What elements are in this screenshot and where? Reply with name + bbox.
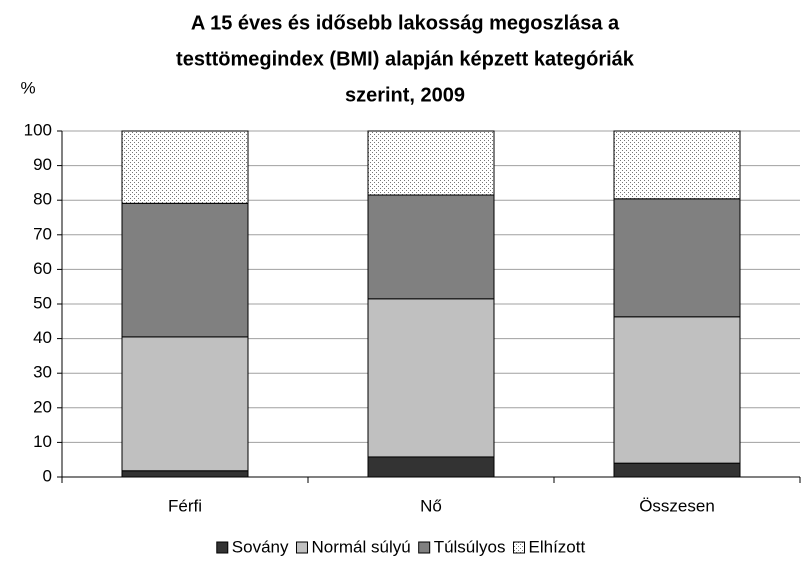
- x-tick-label: Férfi: [168, 496, 202, 515]
- y-axis-label: %: [20, 78, 35, 97]
- y-tick-label: 60: [33, 259, 52, 278]
- y-tick-label: 90: [33, 155, 52, 174]
- y-tick-label: 20: [33, 397, 52, 416]
- legend-swatch: [513, 541, 526, 554]
- bar-segment: [613, 130, 741, 200]
- legend-swatch: [216, 541, 229, 554]
- bar-segment: [121, 470, 249, 478]
- legend-swatch: [418, 541, 431, 554]
- y-tick-label: 30: [33, 363, 52, 382]
- legend-label: Sovány: [232, 537, 289, 556]
- legend-label: Elhízott: [529, 537, 586, 556]
- y-tick-label: 10: [33, 432, 52, 451]
- bar-segment: [121, 130, 249, 204]
- chart-title: szerint, 2009: [345, 84, 465, 106]
- bar-segment: [367, 298, 495, 458]
- chart-title: testtömegindex (BMI) alapján képzett kat…: [176, 48, 635, 70]
- chart-title: A 15 éves és idősebb lakosság megoszlása…: [191, 12, 620, 34]
- y-tick-label: 80: [33, 190, 52, 209]
- bar-segment: [367, 130, 495, 196]
- x-tick-label: Összesen: [639, 496, 715, 515]
- y-tick-label: 0: [43, 466, 52, 485]
- legend-label: Túlsúlyos: [434, 537, 506, 556]
- x-tick-label: Nő: [420, 496, 442, 515]
- y-tick-label: 50: [33, 293, 52, 312]
- legend-label: Normál súlyú: [311, 537, 410, 556]
- bar-segment: [613, 316, 741, 464]
- bar-segment: [121, 336, 249, 472]
- bar-segment: [613, 198, 741, 318]
- y-tick-label: 70: [33, 224, 52, 243]
- bar-segment: [367, 194, 495, 300]
- legend-swatch: [295, 541, 308, 554]
- y-tick-label: 100: [24, 120, 52, 139]
- y-tick-label: 40: [33, 328, 52, 347]
- bar-segment: [367, 456, 495, 478]
- bar-segment: [121, 202, 249, 338]
- bar-segment: [613, 462, 741, 478]
